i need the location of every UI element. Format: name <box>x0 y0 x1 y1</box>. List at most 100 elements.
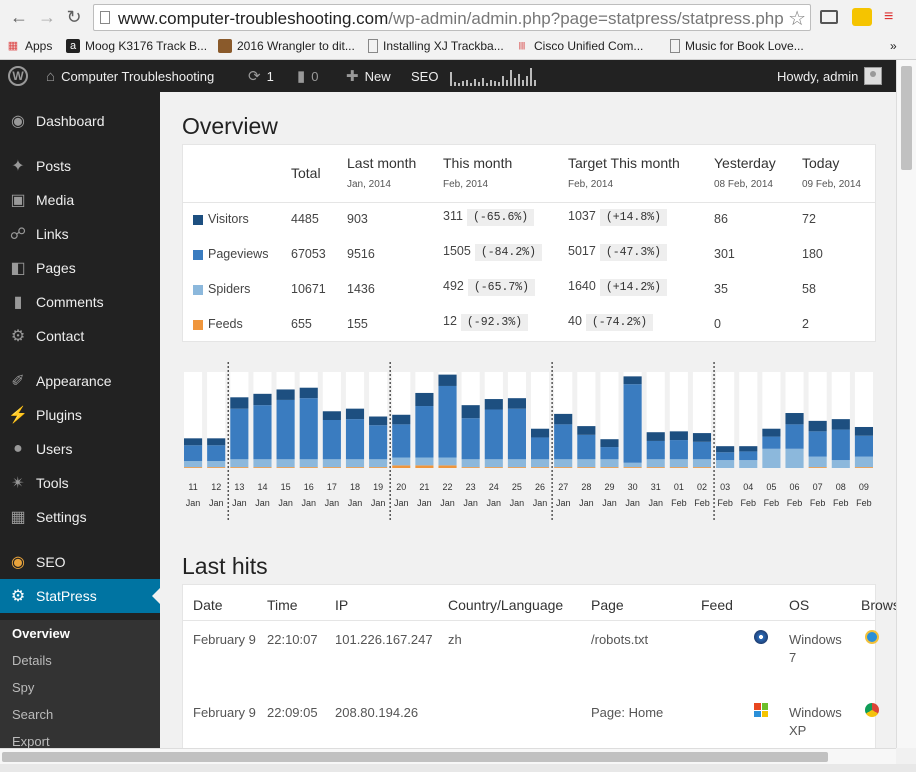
menu-media[interactable]: ▣ Media <box>0 183 160 217</box>
submenu-export[interactable]: Export <box>12 734 50 749</box>
new-content-link[interactable]: ✚ New <box>346 60 391 92</box>
vertical-scroll-thumb[interactable] <box>901 66 912 170</box>
menu-comments[interactable]: ▮ Comments <box>0 285 160 319</box>
vertical-scrollbar[interactable] <box>896 60 916 748</box>
menu-appearance[interactable]: ✐ Appearance <box>0 364 160 398</box>
bar-spiders <box>253 459 272 468</box>
x-tick-month: Jan <box>348 498 363 508</box>
bar-feeds <box>276 467 295 468</box>
stats-sparkline-icon[interactable] <box>450 60 540 92</box>
comments-link[interactable]: ▮ 0 <box>297 60 319 92</box>
bookmark-music[interactable]: Music for Book Love... <box>670 37 804 55</box>
menu-dashboard[interactable]: ◉ Dashboard <box>0 104 160 138</box>
x-tick-day: 01 <box>674 482 684 492</box>
updates-link[interactable]: ⟳ 1 <box>248 60 274 92</box>
menu-label: Posts <box>36 158 72 174</box>
spiders-this-month: 492 <box>443 279 464 293</box>
col-sub-target: Feb, 2014 <box>568 179 614 190</box>
menu-plugins[interactable]: ⚡ Plugins <box>0 398 160 432</box>
url-text[interactable]: www.computer-troubleshooting.com/wp-admi… <box>118 9 784 29</box>
x-tick-month: Jan <box>417 498 432 508</box>
bar-pageviews <box>692 441 712 460</box>
menu-icon[interactable]: ≡ <box>884 8 894 25</box>
howdy-text: Howdy, admin <box>777 68 859 84</box>
menu-statpress[interactable]: ⚙ StatPress <box>0 579 160 613</box>
address-bar[interactable]: www.computer-troubleshooting.com/wp-admi… <box>93 4 811 31</box>
url-host: www.computer-troubleshooting.com <box>118 9 389 28</box>
x-tick-month: Feb <box>764 498 780 508</box>
cast-icon[interactable] <box>820 10 838 24</box>
plug-icon: ⚡ <box>8 407 28 424</box>
horizontal-scrollbar[interactable] <box>0 748 896 764</box>
feeds-last-month: 155 <box>347 317 368 331</box>
x-tick-day: 19 <box>373 482 383 492</box>
col-header-ip: IP <box>335 597 349 613</box>
menu-label: Users <box>36 441 73 457</box>
feeds-target-cell: 40 (-74.2%) <box>568 314 654 331</box>
submenu-details[interactable]: Details <box>12 653 52 668</box>
visitors-total: 4485 <box>291 212 319 226</box>
bookmark-moog[interactable]: a Moog K3176 Track B... <box>66 37 207 55</box>
bookmark-label: 2016 Wrangler to dit... <box>237 39 355 53</box>
menu-posts[interactable]: ✦ Posts <box>0 149 160 183</box>
seo-link[interactable]: SEO <box>411 60 438 92</box>
bar-spiders <box>600 459 619 468</box>
menu-label: Settings <box>36 509 87 525</box>
bookmark-cisco[interactable]: ||| Cisco Unified Com... <box>515 37 644 55</box>
bar-feeds <box>808 467 827 468</box>
submenu-search[interactable]: Search <box>12 707 54 722</box>
url-path: /wp-admin/admin.php?page=statpress/statp… <box>388 9 784 28</box>
menu-contact[interactable]: ⚙ Contact <box>0 319 160 353</box>
menu-settings[interactable]: ▦ Settings <box>0 500 160 534</box>
menu-seo[interactable]: ◉ SEO <box>0 545 160 579</box>
hit-ip: 101.226.167.247 <box>335 632 433 647</box>
page-icon <box>368 39 378 53</box>
x-tick-month: Jan <box>255 498 270 508</box>
extension-icon[interactable] <box>852 8 872 26</box>
my-account-link[interactable]: Howdy, admin <box>777 60 883 92</box>
submenu-spy[interactable]: Spy <box>12 680 35 695</box>
forward-icon[interactable]: → <box>38 7 56 27</box>
bar-spiders <box>716 460 735 468</box>
bar-pageviews <box>577 434 596 460</box>
bar-visitors <box>461 405 480 419</box>
x-tick-month: Jan <box>625 498 640 508</box>
bar-pageviews <box>831 429 850 461</box>
menu-pages[interactable]: ◧ Pages <box>0 251 160 285</box>
bar-pageviews <box>253 405 272 460</box>
bookmark-installing[interactable]: Installing XJ Trackba... <box>368 37 504 55</box>
horizontal-scroll-thumb[interactable] <box>2 752 828 762</box>
x-tick-month: Feb <box>833 498 849 508</box>
submenu-overview[interactable]: Overview <box>12 626 70 641</box>
col-header-today: Today <box>802 155 840 171</box>
back-icon[interactable]: ← <box>10 7 28 27</box>
row-label-pageviews: Pageviews <box>208 247 269 261</box>
plus-icon: ✚ <box>346 68 359 85</box>
bar-visitors <box>322 411 341 420</box>
bar-visitors <box>692 433 712 442</box>
bar-feeds <box>438 465 457 468</box>
col-header-yesterday: Yesterday <box>714 155 776 171</box>
pageviews-legend-swatch <box>193 250 203 260</box>
bar-spiders <box>415 457 434 466</box>
bar-pageviews <box>623 384 642 463</box>
bookmarks-overflow[interactable]: » <box>890 39 897 53</box>
menu-tools[interactable]: ✴ Tools <box>0 466 160 500</box>
menu-links[interactable]: ☍ Links <box>0 217 160 251</box>
bar-visitors <box>369 416 388 426</box>
bookmark-apps[interactable]: ▦ Apps <box>6 37 53 55</box>
site-name-link[interactable]: ⌂ Computer Troubleshooting <box>46 60 214 92</box>
new-label: New <box>364 68 391 84</box>
bar-visitors <box>854 426 873 436</box>
menu-users[interactable]: ● Users <box>0 432 160 466</box>
bar-visitors <box>623 376 642 385</box>
bar-spiders <box>230 459 249 468</box>
bar-feeds <box>669 467 688 468</box>
reload-icon[interactable]: ↻ <box>66 7 82 27</box>
wordpress-logo-icon[interactable]: W <box>8 60 28 92</box>
bar-feeds <box>554 467 573 468</box>
bar-spiders <box>692 459 712 468</box>
bookmark-wrangler[interactable]: 2016 Wrangler to dit... <box>218 37 355 55</box>
bookmark-star-icon[interactable]: ☆ <box>788 8 806 30</box>
x-tick-day: 18 <box>350 482 360 492</box>
